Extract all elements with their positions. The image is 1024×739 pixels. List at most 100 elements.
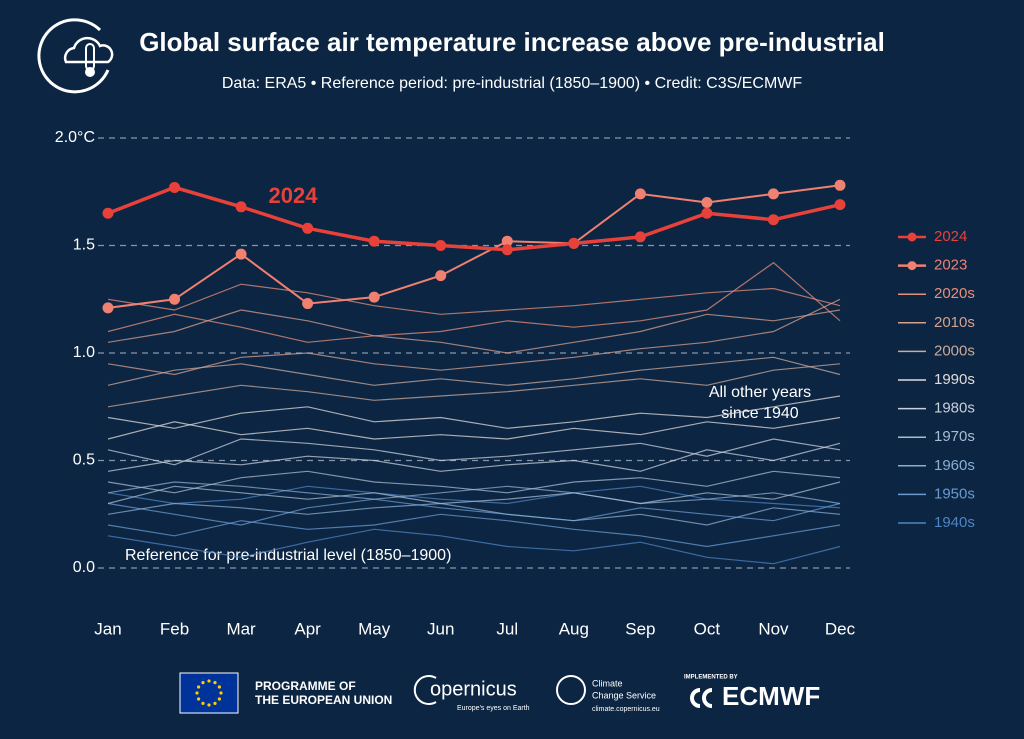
point xyxy=(834,199,846,211)
legend-label: 1960s xyxy=(934,457,975,474)
legend-label: 2010s xyxy=(934,314,975,331)
chart-title: Global surface air temperature increase … xyxy=(139,27,885,57)
y-tick-label: 1.5 xyxy=(73,237,95,254)
x-tick-label: Aug xyxy=(559,619,589,638)
other-years-label: since 1940 xyxy=(721,405,798,422)
point xyxy=(435,270,447,282)
point xyxy=(302,222,314,234)
year-line xyxy=(107,481,841,505)
legend-label: 2023 xyxy=(934,257,967,274)
x-tick-label: Jun xyxy=(427,619,454,638)
eu-star xyxy=(207,703,211,707)
copernicus-c xyxy=(413,675,437,705)
legend-marker xyxy=(907,261,917,271)
x-tick-label: Mar xyxy=(226,619,256,638)
year-line xyxy=(107,513,841,548)
highlight-label: 2024 xyxy=(269,183,319,208)
y-tick-label: 2.0°C xyxy=(55,129,95,146)
eu-star xyxy=(197,697,201,701)
point xyxy=(767,188,779,200)
year-line xyxy=(107,470,841,494)
point xyxy=(701,207,713,219)
ecmwf-mark xyxy=(690,688,713,708)
eu-stars xyxy=(195,679,223,707)
point xyxy=(634,188,646,200)
year-line xyxy=(107,261,841,343)
year-line xyxy=(107,356,841,386)
point xyxy=(235,201,247,213)
x-tick-label: Apr xyxy=(294,619,321,638)
copernicus-text: opernicus xyxy=(430,678,517,700)
eu-star xyxy=(197,685,201,689)
eu-star xyxy=(217,697,221,701)
point xyxy=(568,237,580,249)
year-line xyxy=(107,442,841,472)
c3s-url: climate.copernicus.eu xyxy=(592,706,660,713)
eu-text: PROGRAMME OF xyxy=(255,679,356,693)
y-tick-label: 0.0 xyxy=(73,559,95,576)
legend-label: 1970s xyxy=(934,428,975,445)
ecmwf-text: ECMWF xyxy=(722,681,820,711)
y-tick-label: 0.5 xyxy=(73,452,95,469)
year-line xyxy=(107,416,841,440)
eu-star xyxy=(201,681,205,685)
point xyxy=(102,302,114,314)
c3s-small-icon xyxy=(556,675,586,705)
x-tick-label: Oct xyxy=(694,619,721,638)
point xyxy=(435,240,447,251)
x-tick-label: Sep xyxy=(625,619,655,638)
x-tick-label: Dec xyxy=(825,619,856,638)
eu-text: THE EUROPEAN UNION xyxy=(255,693,392,707)
legend-label: 1980s xyxy=(934,400,975,417)
x-tick-label: Feb xyxy=(160,619,189,638)
legend-label: 1940s xyxy=(934,514,975,531)
point xyxy=(767,214,779,226)
point xyxy=(501,244,513,256)
year-line xyxy=(107,438,841,466)
x-tick-label: Jul xyxy=(496,619,518,638)
eu-star xyxy=(213,681,217,685)
year-line xyxy=(107,528,841,565)
point xyxy=(701,197,713,208)
legend-label: 1950s xyxy=(934,485,975,502)
year-line xyxy=(107,395,841,429)
eu-star xyxy=(201,701,205,705)
year-line xyxy=(107,363,841,408)
point xyxy=(169,293,181,305)
plot-area: 0.0 0.5 1.0 1.5 2.0°C Jan Feb Mar Apr May Jun Jul Au… xyxy=(55,129,856,638)
year-line xyxy=(107,502,841,526)
x-tick-label: May xyxy=(358,619,391,638)
legend-label: 1990s xyxy=(934,371,975,388)
reference-label: Reference for pre-industrial level (1850… xyxy=(125,547,451,564)
point xyxy=(834,179,846,191)
x-tick-label: Jan xyxy=(94,619,121,638)
highlight-line xyxy=(107,185,841,252)
legend-label: 2020s xyxy=(934,285,975,302)
point xyxy=(102,207,114,219)
x-tick-label: Nov xyxy=(758,619,789,638)
year-line xyxy=(107,309,841,354)
y-tick-label: 1.0 xyxy=(73,344,95,361)
eu-star xyxy=(195,691,199,695)
eu-star xyxy=(207,679,211,683)
legend-marker xyxy=(907,232,917,242)
chart-subtitle: Data: ERA5 • Reference period: pre-indus… xyxy=(222,75,803,92)
eu-star xyxy=(213,701,217,705)
point xyxy=(501,235,513,247)
point xyxy=(634,231,646,243)
eu-star xyxy=(219,691,223,695)
eu-star xyxy=(217,685,221,689)
c3s-text: Change Service xyxy=(592,690,656,700)
point xyxy=(368,291,380,303)
copernicus-tagline: Europe's eyes on Earth xyxy=(457,705,530,712)
point xyxy=(302,298,314,310)
highlight-line xyxy=(107,184,841,309)
point xyxy=(169,181,181,193)
point xyxy=(368,235,380,247)
legend-label: 2024 xyxy=(934,228,967,245)
year-line xyxy=(107,283,841,315)
point xyxy=(235,248,247,260)
other-years-label: All other years xyxy=(709,384,811,401)
